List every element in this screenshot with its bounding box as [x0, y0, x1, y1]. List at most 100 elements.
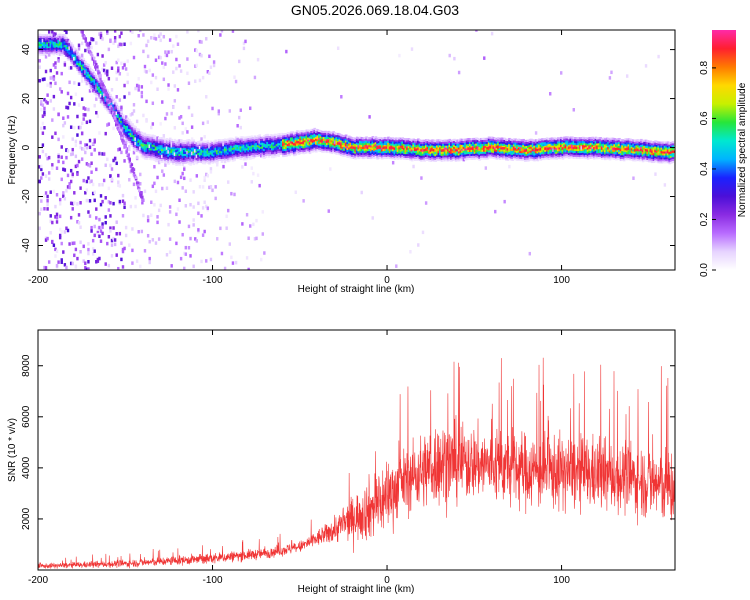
spectrogram-noise-cell — [483, 56, 486, 60]
spectrogram-noise-cell — [110, 66, 114, 70]
spectrogram-cell — [313, 147, 317, 150]
spectrogram-cell — [468, 139, 472, 143]
spectrogram-noise-cell — [190, 113, 194, 118]
spectrogram-noise-cell — [52, 243, 56, 247]
spectrogram-cell — [553, 141, 557, 144]
spectrogram-cell — [545, 157, 549, 160]
spectrogram-cell — [487, 146, 491, 149]
spectrogram-noise-cell — [102, 93, 106, 98]
spectrogram-cell — [479, 157, 483, 160]
spectrogram-cell — [319, 138, 323, 141]
spectrogram-cell — [544, 151, 547, 154]
spectrogram-cell — [76, 62, 79, 66]
spectrogram-cell — [192, 151, 196, 154]
spectrogram-cell — [303, 151, 307, 154]
spectrogram-cell — [379, 138, 382, 142]
spectrogram-cell — [459, 150, 463, 153]
spectrogram-cell — [358, 152, 362, 155]
spectrogram-cell — [486, 137, 489, 140]
spectrogram-cell — [282, 154, 285, 158]
spectrogram-cell — [475, 149, 478, 152]
spectrogram-noise-cell — [40, 126, 43, 131]
spectrogram-cell — [541, 146, 544, 149]
spectrogram-cell — [498, 151, 502, 154]
spectrogram-cell — [62, 43, 65, 47]
spectrogram-noise-cell — [247, 267, 250, 270]
spectrogram-cell — [209, 152, 213, 155]
spectrogram-cell — [198, 148, 202, 151]
spectrogram-noise-cell — [41, 121, 45, 126]
spectrogram-noise-cell — [66, 38, 70, 43]
spectrogram-cell — [101, 103, 104, 106]
spectrogram-cell — [231, 137, 235, 141]
spectrogram-cell — [183, 145, 186, 149]
spectrogram-cell — [214, 155, 218, 158]
spectrogram-cell — [73, 60, 76, 64]
spectrogram-cell — [426, 138, 430, 142]
spectrogram-cell — [157, 141, 161, 144]
spectrogram-noise-cell — [65, 189, 68, 193]
spectrogram-cell — [135, 130, 139, 133]
spectrogram-cell — [233, 153, 236, 156]
spectrogram-cell — [374, 136, 378, 139]
spectrogram-cell — [261, 136, 265, 139]
spectrogram-cell — [282, 152, 285, 156]
spectrogram-cell — [168, 151, 172, 154]
spectrogram-noise-cell — [38, 155, 41, 159]
spectrogram-cell — [258, 138, 262, 141]
spectrogram-cell — [167, 139, 170, 142]
spectrogram-cell — [162, 153, 166, 156]
spectrogram-peak-cell — [588, 146, 592, 149]
spectrogram-cell — [227, 142, 230, 145]
spectrogram-cell — [234, 150, 238, 153]
spectrogram-cell — [478, 144, 481, 148]
spectrogram-cell — [278, 139, 282, 142]
spectrogram-cell — [55, 37, 59, 40]
spectrogram-cell — [41, 49, 45, 53]
spectrogram-noise-cell — [106, 104, 109, 108]
spectrogram-cell — [187, 156, 191, 159]
spectrogram-cell — [269, 147, 273, 150]
spectrogram-cell — [156, 148, 159, 151]
spectrogram-noise-cell — [153, 181, 156, 186]
spectrogram-cell — [586, 149, 590, 152]
spectrogram-noise-cell — [47, 171, 51, 175]
spectrogram-cell — [373, 144, 376, 148]
spectrogram-cell — [256, 144, 260, 148]
spectrogram-cell — [62, 45, 65, 48]
spectrogram-cell — [563, 148, 566, 151]
spectrogram-noise-cell — [63, 30, 67, 33]
spectrogram-cell — [336, 150, 340, 153]
spectrogram-cell — [464, 142, 467, 145]
spectrogram-cell — [351, 137, 354, 140]
spectrogram-cell — [209, 150, 213, 153]
spectrogram-cell — [594, 142, 598, 145]
spectrogram-cell — [135, 139, 139, 143]
spectrogram-noise-cell — [234, 79, 238, 84]
spectrogram-cell — [292, 136, 296, 139]
spectrogram-cell — [489, 152, 492, 155]
spectrogram-cell — [456, 157, 459, 160]
spectrogram-cell — [154, 160, 158, 163]
spectrogram-cell — [465, 140, 469, 143]
spectrogram-cell — [531, 154, 535, 158]
spectrogram-noise-cell — [80, 41, 84, 46]
spectrogram-cell — [428, 151, 431, 154]
spectrogram-cell — [319, 132, 323, 135]
spectrogram-noise-cell — [52, 189, 56, 194]
spectrogram-cell — [90, 84, 93, 87]
spectrogram-cell — [263, 142, 266, 146]
spectrogram-cell — [187, 139, 191, 142]
spectrogram-peak-cell — [352, 146, 356, 149]
spectrogram-cell — [87, 81, 90, 84]
spectrogram-cell — [43, 51, 46, 54]
spectrogram-noise-cell — [200, 259, 203, 264]
spectrogram-cell — [294, 141, 298, 144]
spectrogram-cell — [410, 141, 414, 144]
spectrogram-peak-cell — [340, 143, 344, 146]
spectrogram-noise-cell — [129, 204, 133, 209]
spectrogram-cell — [249, 151, 252, 154]
spectrogram-cell — [434, 153, 437, 157]
spectrogram-cell — [47, 45, 51, 48]
spectrogram-cell — [572, 152, 576, 155]
